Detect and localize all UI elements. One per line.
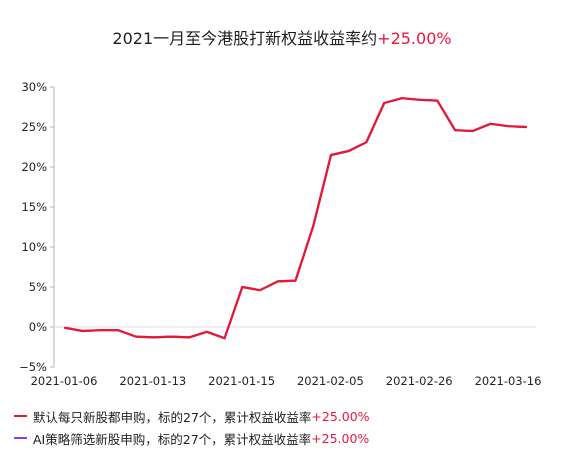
y-tick-label: 20%: [21, 160, 47, 174]
chart-title: 2021一月至今港股打新权益收益率约+25.00%: [0, 28, 564, 50]
y-tick-label: −5%: [19, 360, 47, 374]
x-tick-label: 2021-02-26: [386, 374, 453, 388]
legend-swatch-series-1: [14, 415, 27, 417]
chart-title-text: 2021一月至今港股打新权益收益率约: [112, 29, 378, 48]
x-tick-label: 2021-01-13: [119, 374, 186, 388]
y-tick-label: 5%: [29, 280, 47, 294]
x-axis: 2021-01-06 2021-01-13 2021-01-15 2021-02-05…: [31, 326, 542, 388]
legend-value-series-1: +25.00%: [311, 408, 370, 424]
x-tick-label: 2021-01-15: [208, 374, 275, 388]
y-tick-label: 0%: [29, 320, 47, 334]
y-tick-label: 10%: [21, 240, 47, 254]
y-axis-ticks: −5% 0% 5% 10% 15% 20% 25% 30%: [19, 80, 55, 374]
legend-item-series-1[interactable]: 默认每只新股都申购，标的27个，累计权益收益率 +25.00%: [14, 405, 554, 427]
legend-item-series-2[interactable]: AI策略筛选新股申购，标的27个，累计权益收益率 +25.00%: [14, 427, 554, 449]
legend-value-series-2: +25.00%: [311, 430, 370, 446]
x-tick-label: 2021-01-06: [31, 374, 98, 388]
legend-label-series-2: AI策略筛选新股申购，标的27个，累计权益收益率: [33, 431, 312, 447]
y-tick-label: 30%: [21, 80, 47, 94]
legend-label-series-1: 默认每只新股都申购，标的27个，累计权益收益率: [33, 409, 312, 425]
legend: 默认每只新股都申购，标的27个，累计权益收益率 +25.00% AI策略筛选新股…: [14, 405, 554, 449]
chart-title-highlight: +25.00%: [377, 29, 452, 48]
x-tick-label: 2021-02-05: [297, 374, 364, 388]
y-tick-label: 15%: [21, 200, 47, 214]
series-layer: [63, 97, 528, 340]
x-tick-label: 2021-03-16: [475, 374, 542, 388]
y-tick-label: 25%: [21, 120, 47, 134]
series-line-1: [63, 97, 528, 340]
legend-swatch-series-2: [14, 437, 27, 439]
series-line-2: [63, 97, 528, 340]
